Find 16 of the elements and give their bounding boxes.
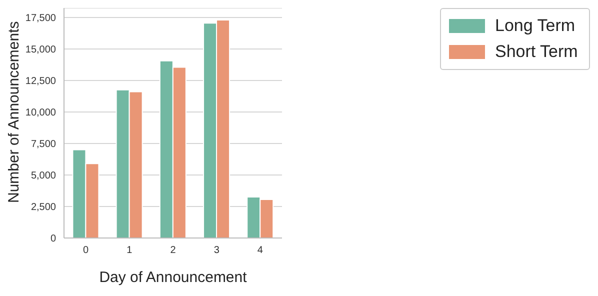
legend-label: Short Term bbox=[495, 42, 578, 62]
y-tick-label: 10,000 bbox=[25, 108, 56, 119]
y-tick-label: 7,500 bbox=[30, 139, 56, 150]
x-tick-label: 4 bbox=[257, 245, 264, 256]
y-tick-label: 0 bbox=[50, 234, 56, 245]
y-tick-label: 2,500 bbox=[30, 202, 56, 214]
x-tick-label: 2 bbox=[170, 245, 176, 256]
y-tick-label: 15,000 bbox=[25, 44, 56, 56]
y-tick-label: 17,500 bbox=[25, 13, 56, 24]
legend-label: Long Term bbox=[495, 16, 576, 36]
x-axis-title: Day of Announcement bbox=[99, 269, 248, 286]
x-tick-label: 3 bbox=[214, 245, 220, 256]
x-tick-label: 0 bbox=[83, 245, 90, 256]
y-tick-label: 5,000 bbox=[30, 170, 56, 182]
x-tick-label: 1 bbox=[126, 245, 133, 256]
y-tick-label: 12,500 bbox=[25, 76, 56, 88]
